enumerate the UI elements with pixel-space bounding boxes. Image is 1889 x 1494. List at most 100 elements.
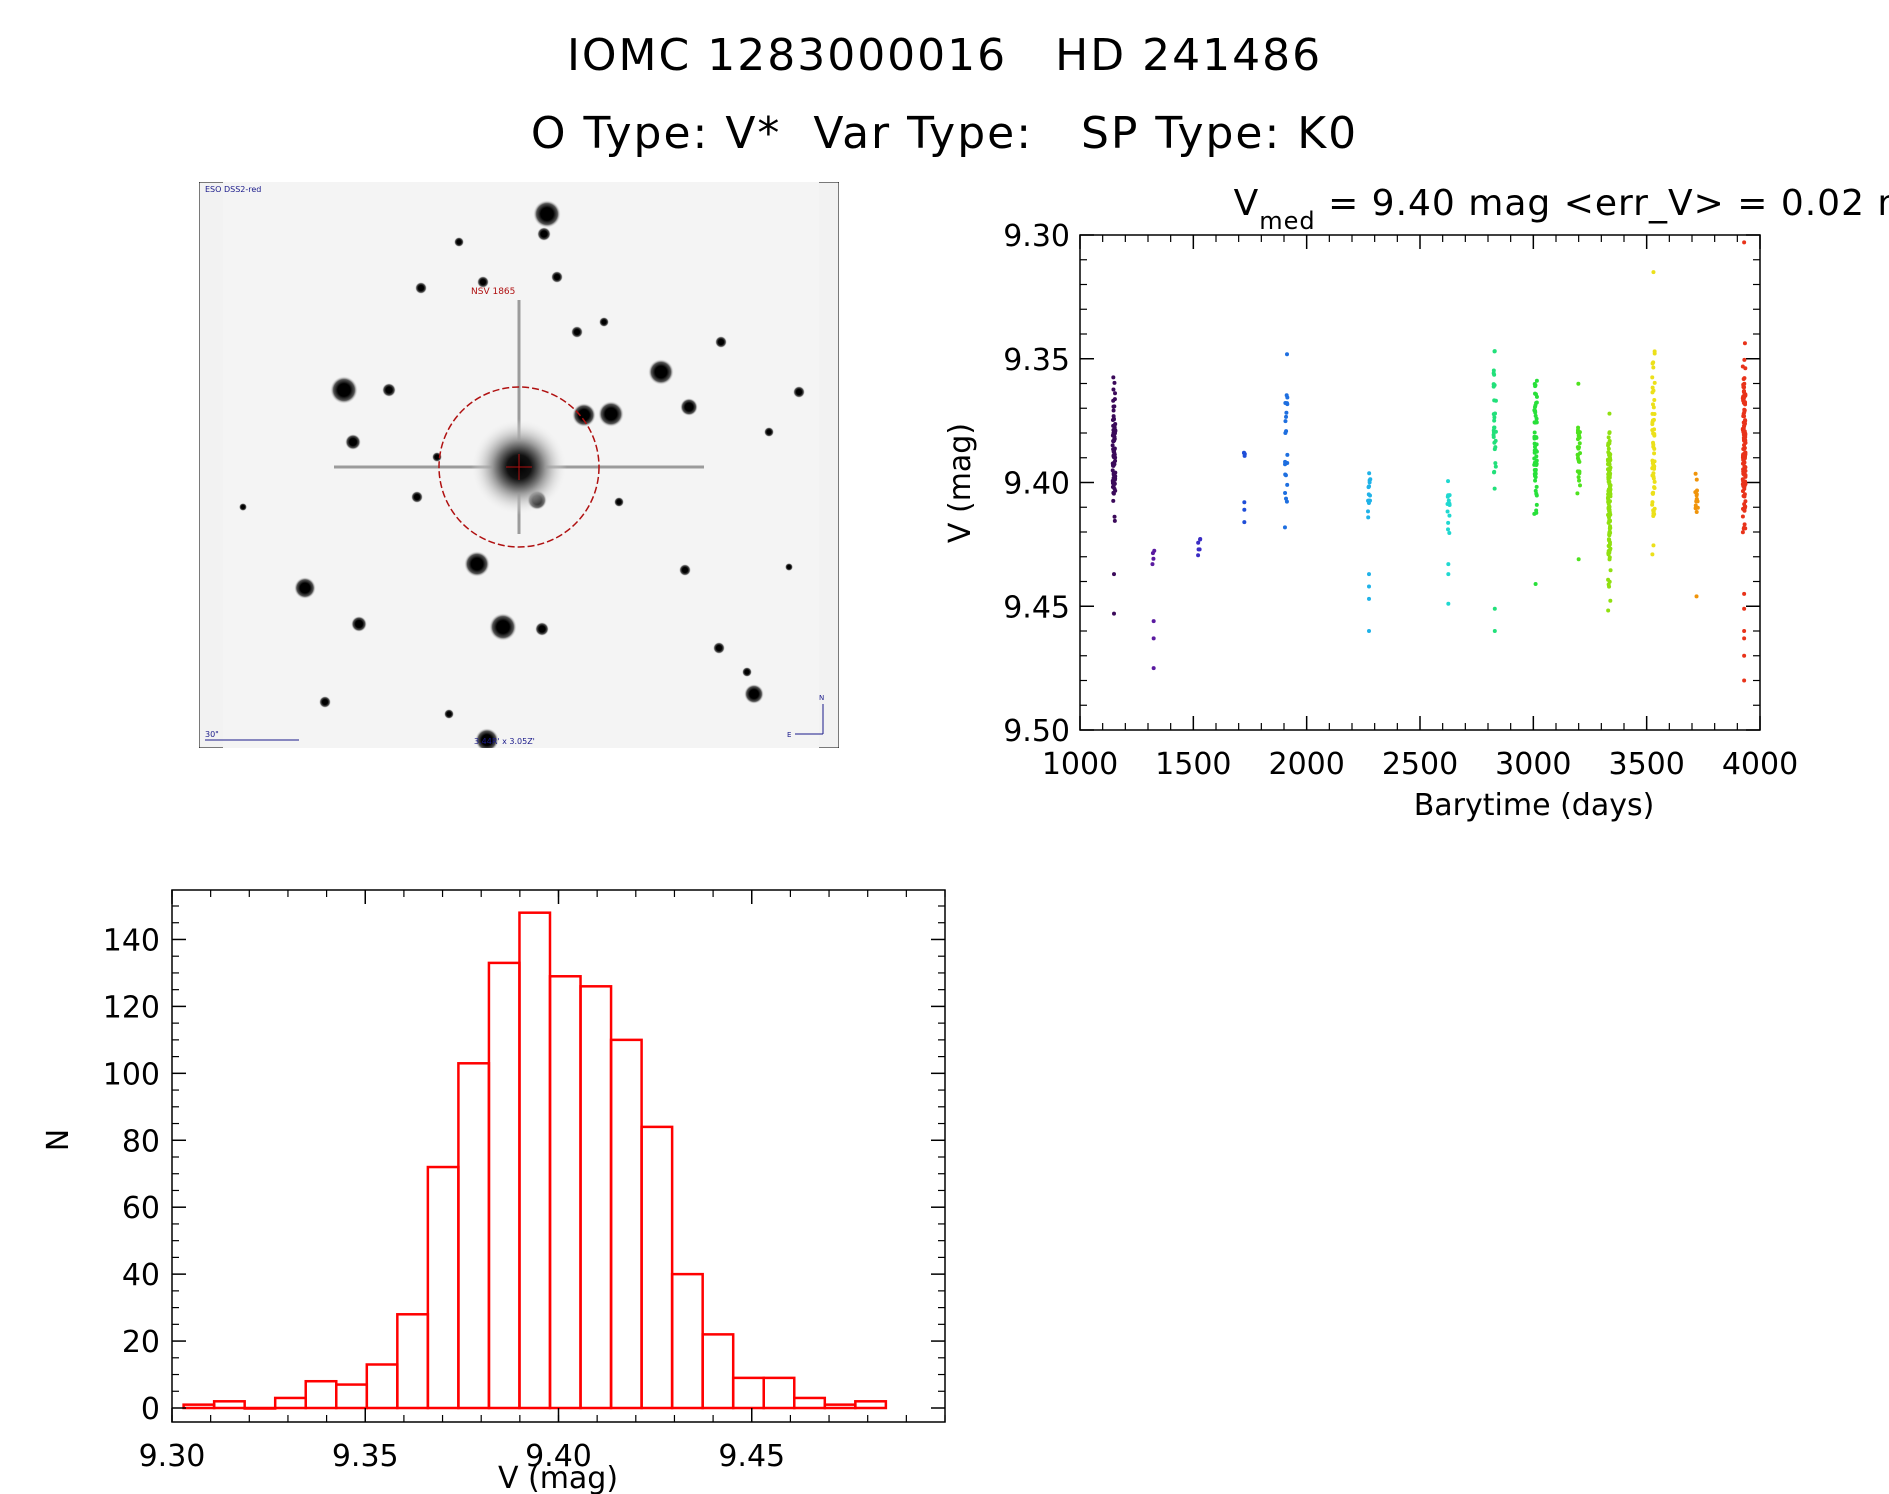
lc-ytick-label: 9.40 xyxy=(1003,467,1070,502)
finder-star xyxy=(764,427,774,437)
lc-point xyxy=(1284,429,1289,434)
hist-bar xyxy=(243,1406,277,1410)
lc-point xyxy=(1741,506,1746,511)
hist-axes: 9.30 9.35 9.40 9.45 0 20 40 60 80 100 120 140 xyxy=(103,890,946,1474)
hist-bar xyxy=(426,1165,460,1410)
hist-bar xyxy=(212,1400,246,1410)
lc-data-points xyxy=(1110,240,1748,683)
lc-point xyxy=(1111,491,1116,496)
lc-point xyxy=(1445,501,1450,506)
lc-point xyxy=(1447,513,1452,518)
lc-point xyxy=(1111,454,1116,459)
lc-point xyxy=(1576,445,1581,450)
lc-point xyxy=(1367,484,1372,489)
lc-point xyxy=(1112,436,1117,441)
chart-title-line1: IOMC 1283000016 HD 241486 xyxy=(0,30,1889,81)
lc-xlabel: Barytime (days) xyxy=(1414,788,1655,823)
finder-scale-label: 30" xyxy=(205,730,219,739)
lc-point xyxy=(1693,471,1698,476)
lc-point xyxy=(1740,396,1745,401)
finder-star xyxy=(793,386,805,398)
finder-star xyxy=(551,271,563,283)
lc-point xyxy=(1693,506,1698,511)
finder-star xyxy=(345,434,361,450)
lc-point xyxy=(1534,378,1539,383)
hist-ytick-label: 100 xyxy=(103,1057,160,1092)
lc-point xyxy=(1112,514,1117,519)
lc-point xyxy=(1576,475,1581,480)
finder-star xyxy=(351,616,367,632)
lc-point xyxy=(1607,481,1612,486)
lc-point xyxy=(1650,375,1655,380)
finder-star xyxy=(489,613,517,641)
lc-point xyxy=(1607,526,1612,531)
lc-point xyxy=(1532,434,1537,439)
lc-point xyxy=(1606,506,1611,511)
lc-point xyxy=(1577,433,1582,438)
hist-bar xyxy=(335,1383,369,1410)
lc-point xyxy=(1606,489,1611,494)
finder-star xyxy=(475,728,499,748)
spectral-type: SP Type: K0 xyxy=(1080,108,1359,159)
hist-xtick-label: 9.35 xyxy=(332,1439,399,1474)
lc-point xyxy=(1607,411,1612,416)
lc-point xyxy=(1446,601,1451,606)
lc-point xyxy=(1741,382,1746,387)
lc-point xyxy=(1577,430,1582,435)
lc-xtick-label: 3000 xyxy=(1495,747,1571,782)
lc-point xyxy=(1651,476,1656,481)
finder-star xyxy=(411,491,423,503)
hist-bar xyxy=(640,1125,674,1410)
finder-star xyxy=(535,622,549,636)
lc-point xyxy=(1607,430,1612,435)
finder-star xyxy=(680,398,698,416)
lc-point xyxy=(1740,530,1745,535)
lc-point xyxy=(1742,464,1747,469)
hist-ylabel: N xyxy=(41,1129,76,1151)
lc-point xyxy=(1742,606,1747,611)
lc-point xyxy=(1606,435,1611,440)
target-circle xyxy=(438,386,600,548)
lc-point xyxy=(1445,494,1450,499)
lc-point xyxy=(1741,377,1746,382)
finder-star xyxy=(239,503,247,511)
hist-bar xyxy=(670,1272,704,1410)
lc-point xyxy=(1742,435,1747,440)
finder-star xyxy=(742,667,752,677)
lc-point xyxy=(1284,499,1289,504)
lc-point xyxy=(1740,461,1745,466)
lc-point xyxy=(1577,478,1582,483)
lc-point xyxy=(1651,365,1656,370)
lc-point xyxy=(1242,453,1247,458)
lc-point xyxy=(1650,491,1655,496)
lc-point xyxy=(1283,472,1288,477)
lc-point xyxy=(1606,608,1611,613)
lc-point xyxy=(1534,394,1539,399)
finder-star xyxy=(415,282,427,294)
lc-point xyxy=(1577,471,1582,476)
lc-point xyxy=(1607,555,1612,560)
lc-point xyxy=(1283,491,1288,496)
hist-ytick-label: 20 xyxy=(122,1325,160,1360)
lc-point xyxy=(1112,428,1117,433)
lc-point xyxy=(1366,515,1371,520)
lc-point xyxy=(1650,502,1655,507)
finder-star xyxy=(785,563,793,571)
lc-point xyxy=(1652,412,1657,417)
hist-ytick-label: 140 xyxy=(103,923,160,958)
lc-point xyxy=(1577,483,1582,488)
finder-star xyxy=(713,642,725,654)
lc-point xyxy=(1742,636,1747,641)
lc-point xyxy=(1742,407,1747,412)
lc-point xyxy=(1111,398,1116,403)
lc-point xyxy=(1196,553,1201,558)
lc-point xyxy=(1151,636,1156,641)
lc-title: Vmed = 9.40 mag <err_V> = 0.02 mag xyxy=(1234,183,1889,235)
lc-point xyxy=(1650,390,1655,395)
lc-point xyxy=(1446,527,1451,532)
lc-point xyxy=(1651,431,1656,436)
lc-point xyxy=(1283,419,1288,424)
lc-point xyxy=(1650,428,1655,433)
light-curve-plot: Vmed = 9.40 mag <err_V> = 0.02 mag 10001… xyxy=(943,183,1889,823)
lc-point xyxy=(1366,492,1371,497)
